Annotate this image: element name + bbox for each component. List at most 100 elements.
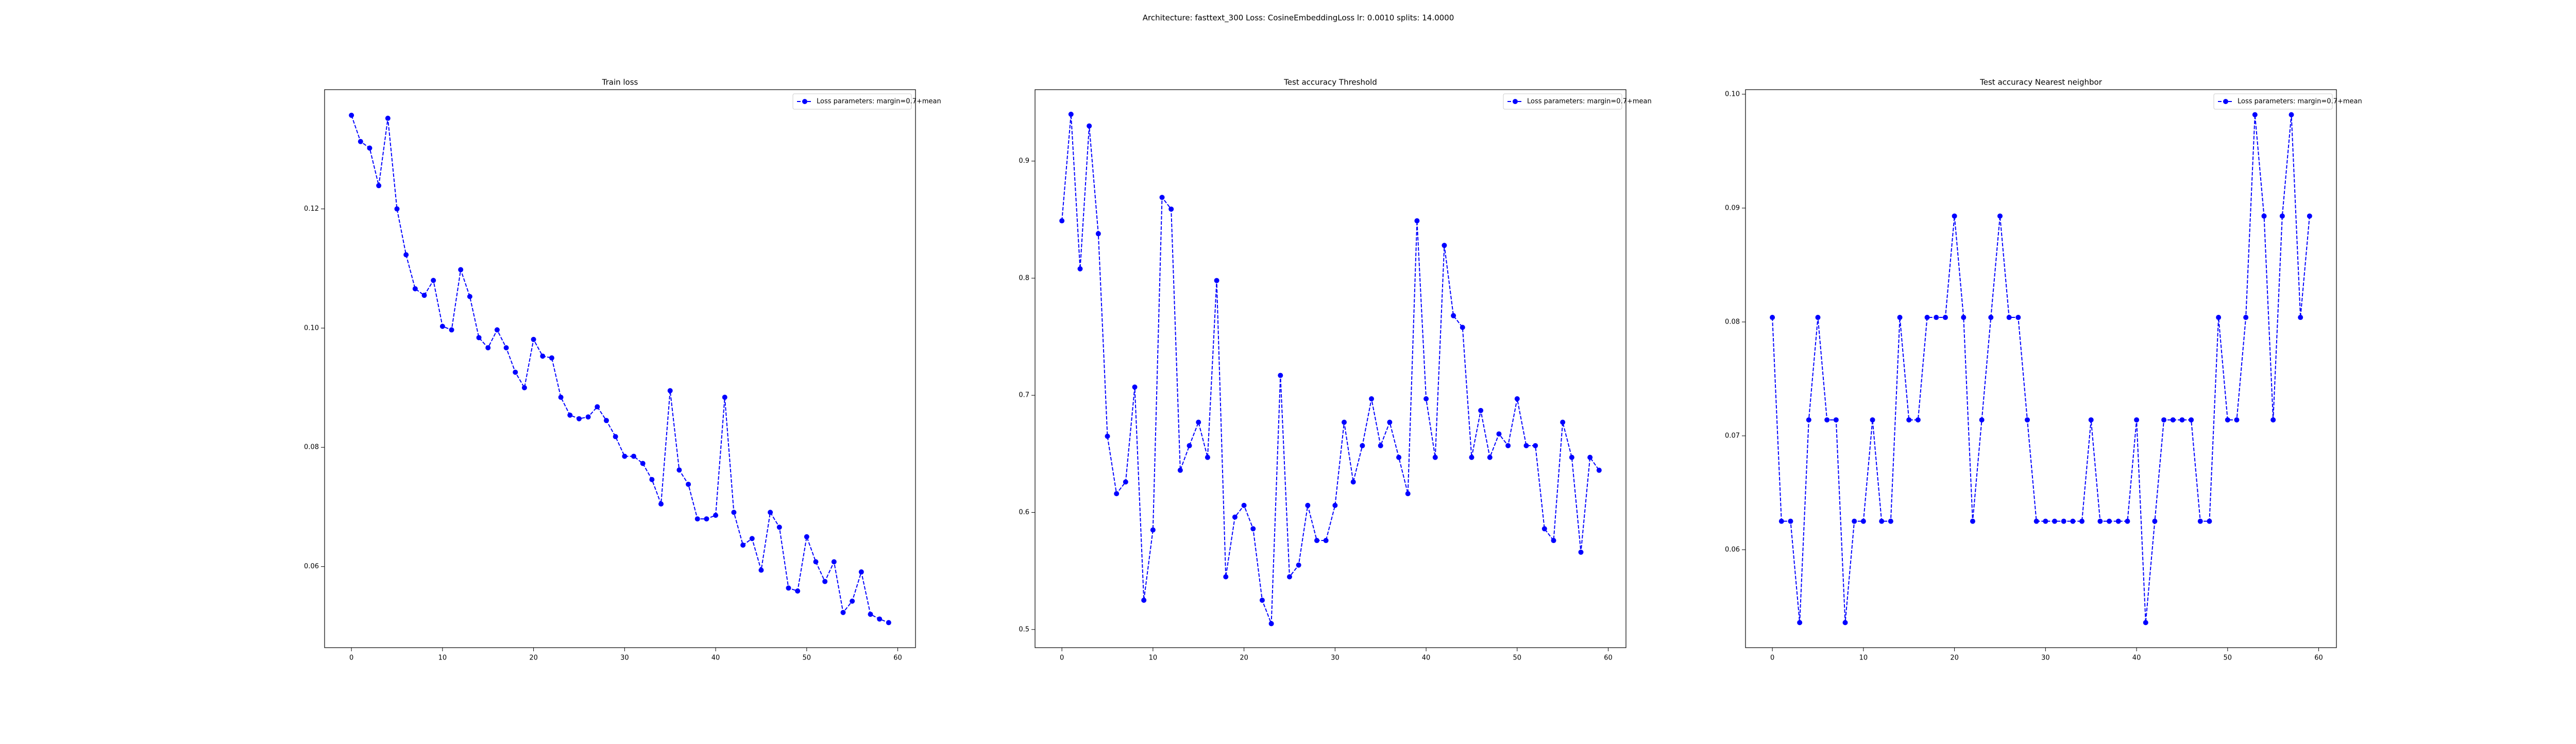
x-tick-label: 40: [2132, 654, 2141, 662]
data-point: [567, 412, 573, 418]
data-point: [1569, 454, 1574, 460]
data-point: [1123, 479, 1128, 485]
data-point: [1860, 518, 1866, 524]
data-point: [2216, 315, 2222, 320]
data-point: [1360, 443, 1365, 448]
legend-box: [2213, 93, 2333, 110]
data-point: [1187, 443, 1192, 448]
data-point: [1387, 419, 1393, 425]
x-tick-label: 60: [2314, 654, 2323, 662]
y-tick-label: 0.12: [304, 205, 319, 213]
x-tick-label: 10: [438, 654, 447, 662]
data-point: [1241, 502, 1247, 508]
x-tick-label: 50: [2224, 654, 2232, 662]
data-point: [1168, 206, 1174, 212]
data-point: [858, 569, 864, 575]
data-point: [2289, 112, 2294, 117]
data-point: [2152, 518, 2158, 524]
data-point: [1460, 325, 1465, 330]
data-point: [1059, 218, 1065, 224]
x-tick-label: 20: [529, 654, 538, 662]
data-point: [1824, 417, 1830, 422]
y-tick-label: 0.10: [1725, 90, 1740, 98]
axes-frame: [1745, 89, 2337, 648]
data-point: [2197, 518, 2203, 524]
data-point: [2125, 518, 2130, 524]
legend-marker: [2223, 99, 2228, 104]
data-point: [376, 183, 382, 189]
data-point: [1487, 454, 1493, 460]
data-point: [494, 327, 500, 333]
data-point: [749, 536, 755, 542]
data-point: [840, 610, 846, 615]
data-point: [1815, 315, 1821, 320]
data-point: [2006, 315, 2012, 320]
axes-title: Test accuracy Threshold: [1283, 78, 1377, 87]
data-point: [2052, 518, 2058, 524]
data-point: [1105, 433, 1110, 439]
data-point: [540, 353, 546, 359]
data-point: [1214, 278, 1219, 283]
y-tick-label: 0.06: [304, 563, 319, 570]
data-point: [1952, 213, 1957, 219]
data-point: [1405, 491, 1411, 497]
data-point: [1159, 195, 1165, 200]
series-line: [1772, 114, 2310, 623]
data-point: [1332, 502, 1338, 508]
data-point: [1541, 526, 1547, 532]
data-point: [686, 481, 691, 487]
data-point: [1150, 527, 1156, 533]
data-point: [1196, 419, 1201, 425]
data-point: [795, 588, 801, 594]
data-point: [349, 112, 354, 118]
data-point: [1095, 231, 1101, 236]
data-point: [2307, 213, 2312, 219]
series-line: [1061, 114, 1600, 624]
data-point: [2270, 417, 2276, 422]
data-point: [513, 369, 518, 375]
data-point: [1259, 597, 1265, 603]
axes-frame: [1035, 89, 1626, 648]
data-point: [458, 267, 464, 273]
data-point: [2189, 417, 2194, 422]
data-point: [676, 467, 682, 473]
data-point: [1077, 266, 1083, 272]
data-point: [886, 620, 891, 625]
data-point: [1988, 315, 1994, 320]
data-point: [1842, 620, 1848, 625]
data-point: [2279, 213, 2285, 219]
data-point: [1514, 396, 1520, 402]
data-point: [1278, 373, 1283, 378]
data-point: [1205, 454, 1210, 460]
data-point: [431, 278, 436, 283]
data-point: [2170, 417, 2176, 422]
x-tick-label: 50: [803, 654, 811, 662]
data-point: [758, 567, 764, 573]
data-point: [1396, 454, 1402, 460]
data-point: [1578, 549, 1584, 555]
data-point: [1378, 443, 1383, 448]
data-point: [613, 434, 618, 439]
axes-title: Test accuracy Nearest neighbor: [1979, 78, 2103, 87]
legend-label: Loss parameters: margin=0.7+mean: [1527, 98, 1652, 106]
data-point: [603, 418, 609, 424]
data-point: [2097, 518, 2103, 524]
data-point: [2243, 315, 2249, 320]
data-point: [385, 115, 391, 121]
legend-box: [792, 93, 912, 110]
figure-title: Architecture: fasttext_300 Loss: CosineE…: [1143, 13, 1454, 23]
data-point: [1961, 315, 1967, 320]
data-point: [394, 206, 400, 212]
data-point: [1114, 491, 1120, 497]
data-point: [1141, 597, 1147, 603]
data-point: [2043, 518, 2048, 524]
data-point: [1342, 419, 1347, 425]
data-point: [1596, 467, 1602, 473]
data-point: [740, 542, 746, 548]
data-point: [1915, 417, 1921, 422]
data-point: [1232, 514, 1238, 520]
data-point: [558, 395, 564, 400]
data-point: [1879, 518, 1885, 524]
data-point: [776, 525, 782, 530]
